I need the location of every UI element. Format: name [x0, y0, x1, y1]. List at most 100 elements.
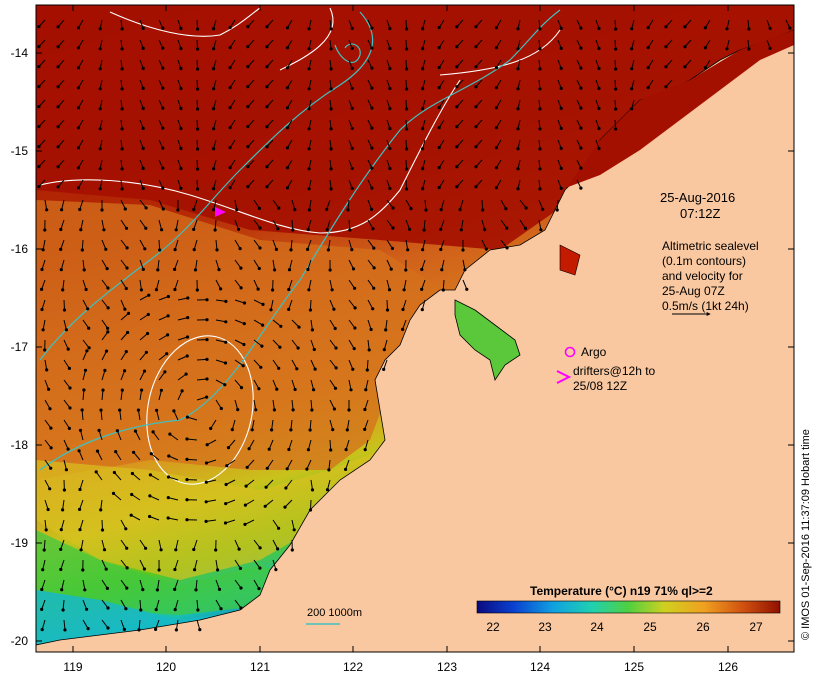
velocity-arrow-head [455, 185, 459, 189]
velocity-arrow-head [270, 428, 274, 432]
colorbar-title: Temperature (°C) n19 71% ql>=2 [530, 584, 713, 598]
velocity-arrow-head [344, 467, 348, 471]
velocity-arrow [310, 359, 316, 370]
velocity-arrow-head [474, 65, 478, 69]
velocity-arrow-head [330, 288, 334, 292]
velocity-arrow [206, 439, 217, 446]
velocity-arrow [139, 390, 143, 401]
velocity-arrow [367, 299, 374, 310]
colorbar-tick: 26 [696, 620, 710, 634]
lat-tick: -16 [10, 242, 28, 256]
velocity-arrow [174, 279, 179, 290]
velocity-arrow-head [155, 588, 159, 592]
velocity-arrow [63, 619, 66, 630]
velocity-arrow-head [579, 86, 583, 90]
velocity-arrow-head [56, 165, 60, 169]
velocity-arrow-head [205, 338, 209, 342]
velocity-arrow [272, 539, 279, 550]
velocity-arrow-head [350, 186, 354, 190]
velocity-arrow-head [305, 467, 309, 471]
velocity-arrow-head [474, 105, 478, 109]
velocity-arrow-head [283, 505, 287, 509]
velocity-arrow-head [334, 366, 338, 370]
velocity-arrow-head [63, 628, 67, 632]
velocity-arrow-head [265, 65, 269, 69]
velocity-arrow-head [225, 464, 229, 468]
velocity-arrow-head [424, 208, 428, 212]
velocity-arrow-head [243, 503, 247, 507]
velocity-arrow-head [124, 527, 128, 531]
velocity-arrow-head [59, 547, 63, 552]
velocity-arrow-head [352, 347, 356, 351]
velocity-arrow-head [364, 388, 368, 392]
velocity-arrow-head [265, 125, 269, 129]
velocity-arrow-head [344, 448, 348, 452]
velocity-arrow-head [112, 470, 116, 475]
velocity-arrow [234, 299, 245, 304]
velocity-arrow-head [140, 388, 144, 392]
velocity-arrow-head [405, 27, 409, 31]
velocity-arrow [206, 499, 217, 503]
velocity-arrow [500, 239, 508, 249]
velocity-arrow-head [161, 46, 165, 50]
velocity-arrow-head [238, 247, 242, 251]
northeast-shelf [560, 30, 794, 190]
velocity-arrow-head [421, 248, 425, 252]
velocity-arrow-head [139, 288, 143, 292]
velocity-arrow-head [306, 267, 310, 272]
colorbar-tick: 27 [749, 620, 763, 634]
velocity-arrow [347, 199, 350, 210]
velocity-arrow-head [146, 312, 150, 317]
velocity-arrow-head [285, 166, 290, 170]
sealevel-contour [439, 29, 561, 76]
velocity-arrow [80, 430, 84, 441]
velocity-arrow-head [664, 25, 668, 29]
velocity-arrow-head [161, 166, 165, 170]
velocity-arrow [215, 599, 222, 609]
velocity-arrow-head [421, 27, 425, 31]
velocity-arrow [307, 439, 312, 450]
velocity-arrow [82, 259, 85, 270]
velocity-arrow [120, 199, 126, 210]
velocity-arrow [234, 359, 244, 367]
velocity-arrow-head [155, 408, 159, 412]
velocity-arrow-head [369, 207, 374, 211]
velocity-arrow-head [455, 165, 459, 169]
velocity-arrow [79, 199, 84, 210]
velocity-arrow-head [228, 66, 232, 70]
velocity-arrow-head [174, 228, 178, 232]
velocity-arrow-head [194, 588, 198, 592]
velocity-arrow [308, 279, 312, 290]
velocity-arrow [177, 390, 183, 401]
velocity-arrow [60, 519, 65, 530]
velocity-arrow [206, 479, 217, 483]
velocity-arrow-head [76, 106, 81, 110]
velocity-arrow-head [217, 268, 221, 272]
velocity-arrow [175, 619, 179, 630]
altimetry-note-line: and velocity for [662, 269, 743, 283]
velocity-arrow-head [350, 106, 354, 110]
velocity-arrow [158, 219, 163, 230]
velocity-arrow-head [245, 465, 249, 469]
velocity-arrow [158, 371, 166, 381]
velocity-arrow [42, 319, 46, 330]
argo-label: Argo [581, 345, 607, 359]
velocity-arrow [196, 599, 199, 611]
velocity-arrow-head [597, 106, 601, 111]
velocity-arrow [226, 459, 236, 467]
velocity-arrow [253, 319, 263, 326]
velocity-arrow [120, 259, 128, 269]
velocity-arrow-head [123, 207, 127, 211]
velocity-arrow-head [141, 146, 145, 150]
velocity-arrow-head [237, 547, 241, 551]
velocity-arrow-head [186, 296, 190, 300]
velocity-arrow [500, 219, 508, 229]
velocity-arrow-head [176, 208, 180, 212]
velocity-arrow-head [132, 450, 136, 454]
velocity-arrow-head [185, 335, 190, 339]
velocity-arrow-head [161, 26, 165, 30]
velocity-arrow [82, 339, 90, 349]
velocity-arrow [101, 219, 105, 230]
velocity-arrow [139, 239, 146, 250]
velocity-arrow-head [483, 228, 487, 232]
